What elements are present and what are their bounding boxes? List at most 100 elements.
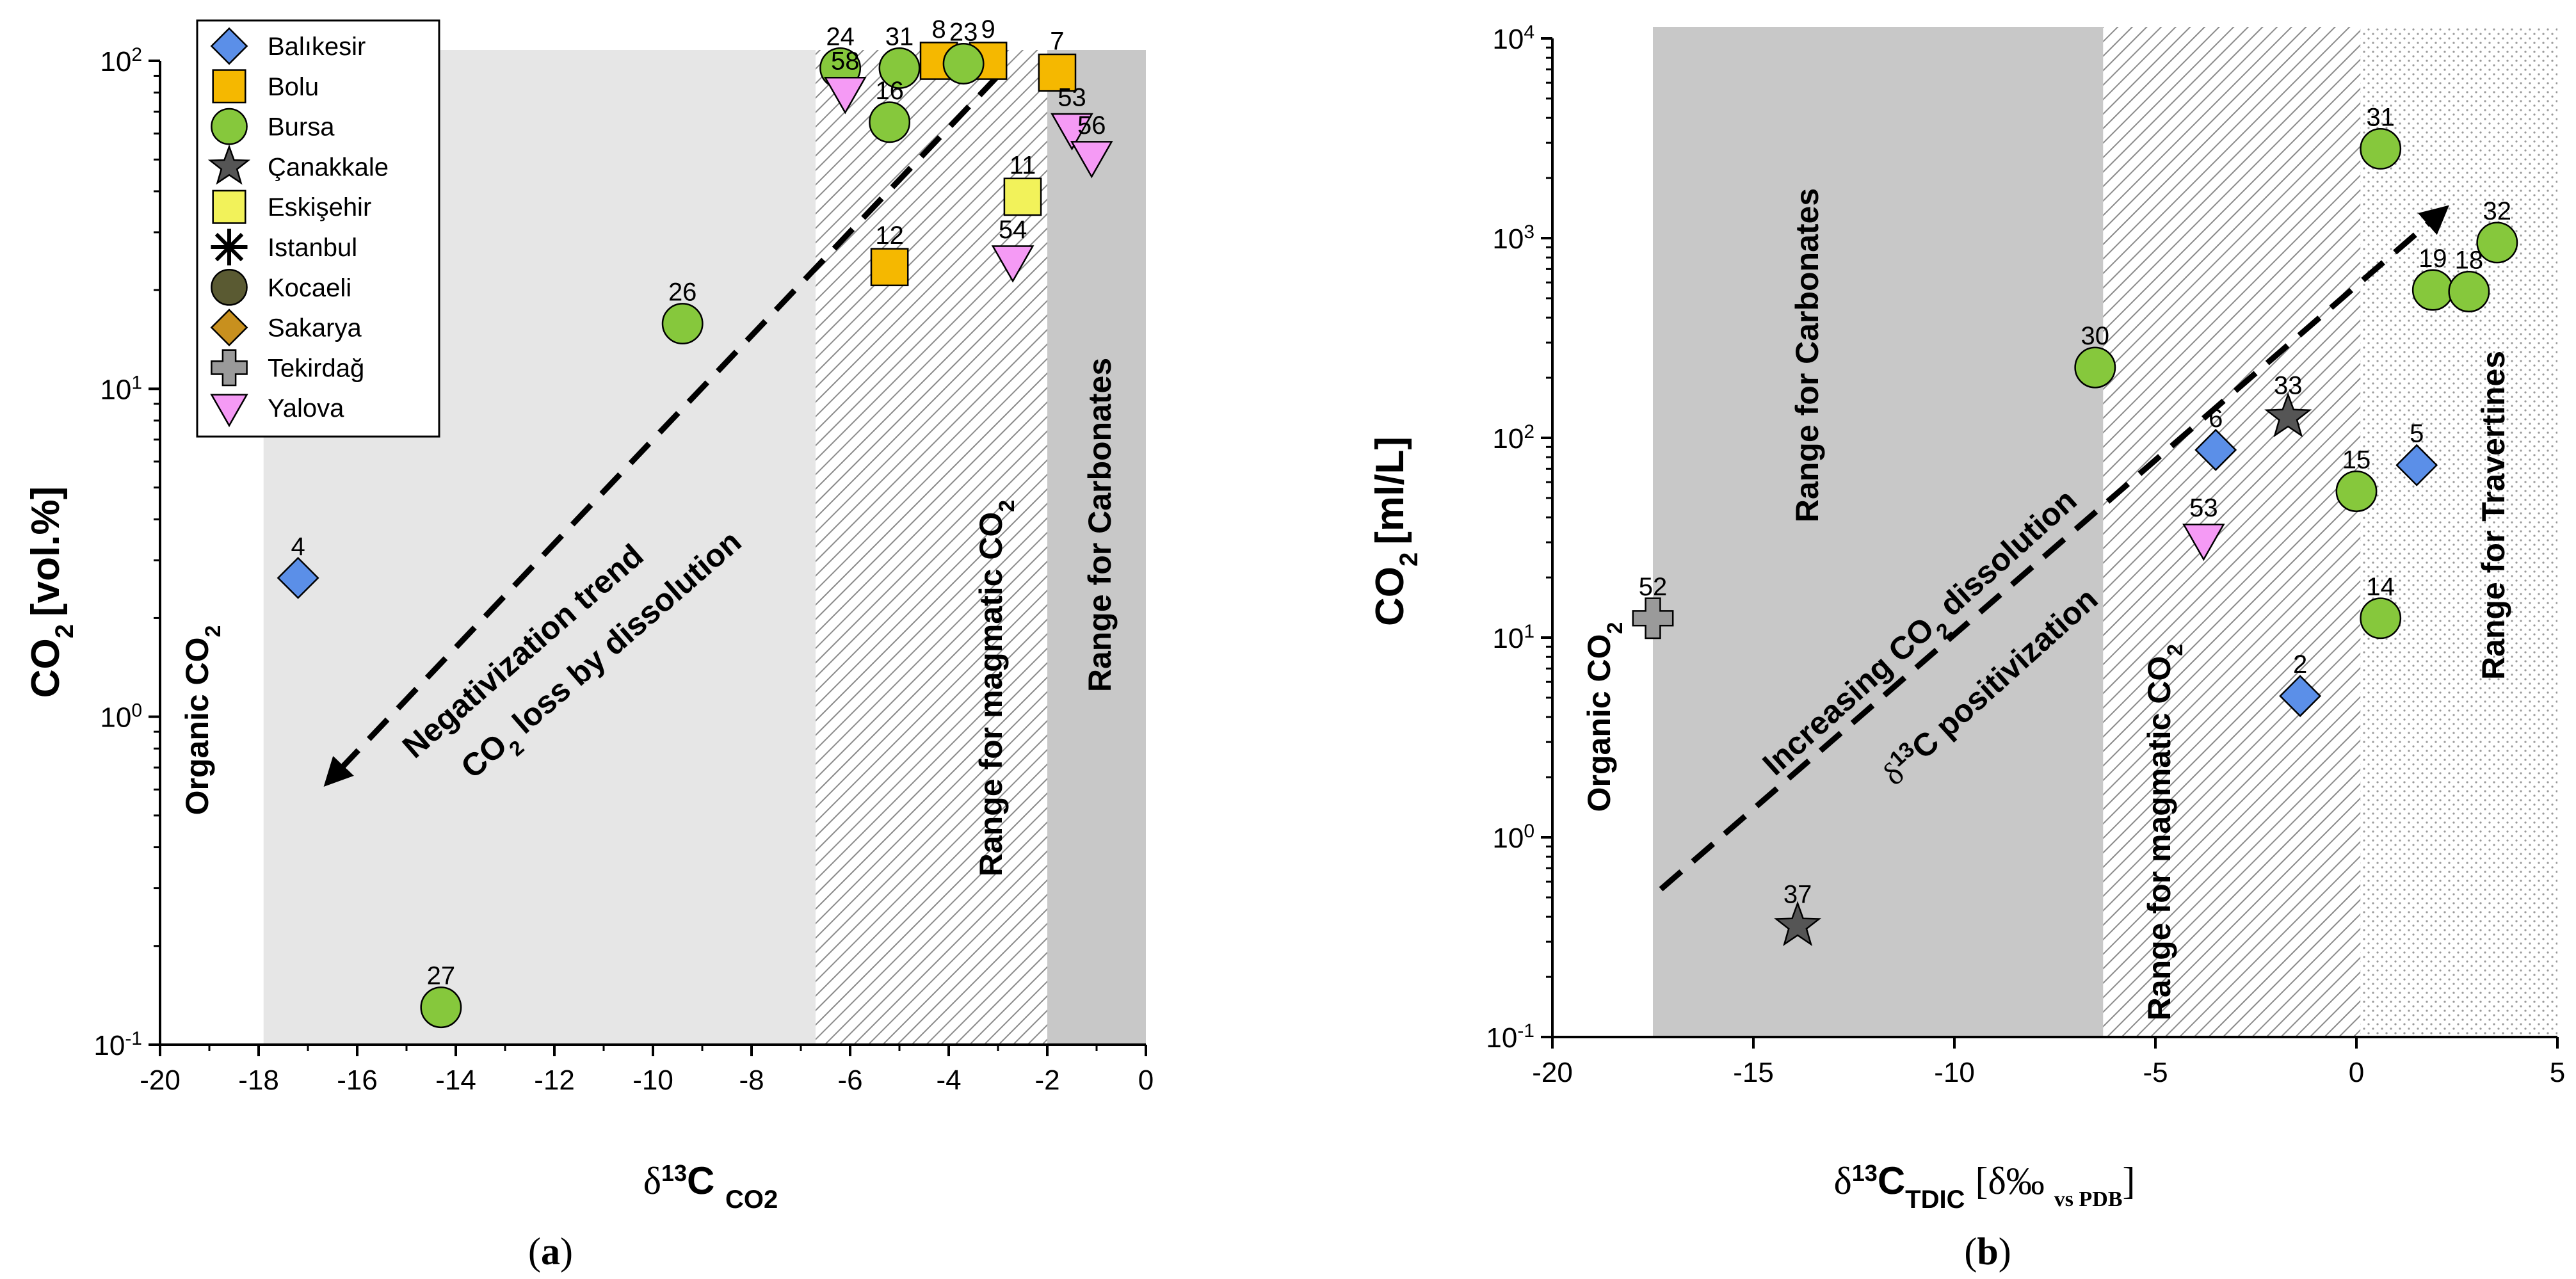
regions-b — [1552, 27, 2557, 1037]
region-3 — [2360, 27, 2557, 1037]
x-tick-label: 0 — [1138, 1065, 1154, 1096]
legend-label: Istanbul — [268, 234, 357, 262]
point-bursa-15 — [2335, 471, 2378, 512]
x-tick-label: -18 — [238, 1065, 279, 1096]
legend-label: Bursa — [268, 113, 335, 141]
y-axis-label-b: CO2[ml/L] — [1368, 437, 1423, 626]
point-label: 2 — [2293, 650, 2307, 679]
legend-marker-yalova — [210, 394, 248, 428]
legend-item-yalova: Yalova — [210, 394, 344, 428]
region-label-0: Organic CO2 — [1581, 622, 1627, 812]
point-yalova-53 — [2182, 524, 2225, 561]
point-label: 8 — [931, 15, 946, 44]
trend-b — [1659, 205, 2449, 892]
point-label: 9 — [981, 15, 995, 44]
point-label: 24 — [826, 22, 855, 51]
region-label-2: Range for Carbonates — [1082, 358, 1118, 692]
y-tick-label: 102 — [100, 44, 142, 78]
y-tick-label: 10-1 — [1486, 1020, 1534, 1054]
legend-marker-sakarya — [210, 309, 248, 346]
point-label: 19 — [2419, 245, 2447, 273]
x-tick-label: -2 — [1034, 1065, 1059, 1096]
trend-line — [323, 74, 1001, 787]
legend-label: Sakarya — [268, 314, 362, 342]
legend-item-eskisehir: Eskişehir — [212, 189, 371, 224]
point-label: 5 — [2410, 420, 2424, 448]
point-label: 12 — [875, 221, 904, 250]
point-bursa-18 — [2448, 271, 2490, 312]
legend-label: Bolu — [268, 73, 319, 101]
point-label: 32 — [2483, 197, 2512, 225]
legend-label: Balıkesir — [268, 33, 366, 61]
legend-marker-canakkale — [207, 144, 251, 185]
x-tick-label: -16 — [337, 1065, 378, 1096]
point-bursa-16 — [869, 101, 911, 143]
region-labels-a: Organic CO2 Range for magmatic CO2 Range f… — [179, 358, 1118, 876]
x-tick-label: -12 — [534, 1065, 575, 1096]
y-tick-label: 101 — [1492, 621, 1534, 655]
region-1 — [1653, 27, 2104, 1037]
x-tick-label: -10 — [632, 1065, 673, 1096]
y-tick-label: 10-1 — [93, 1028, 142, 1062]
legend-item-balikesir: Balıkesir — [210, 27, 366, 65]
point-bursa-23 — [942, 43, 985, 84]
x-tick-label: 5 — [2550, 1057, 2565, 1088]
point-label: 31 — [885, 22, 914, 51]
point-label: 53 — [2189, 494, 2218, 522]
y-tick-label: 103 — [1492, 221, 1534, 255]
point-bursa-14 — [2360, 597, 2402, 640]
region-2 — [2103, 27, 2361, 1037]
point-bursa-26 — [661, 303, 704, 345]
caption-a: (a) — [528, 1230, 573, 1273]
point-balikesir-4 — [277, 556, 319, 599]
point-bursa-31 — [878, 47, 921, 89]
region-label-1: Range for Carbonates — [1789, 188, 1825, 522]
point-canakkale-33 — [2264, 392, 2312, 438]
legend-marker-balikesir — [210, 27, 248, 65]
legend-marker-tekirdag — [211, 349, 248, 387]
legend-item-canakkale: Çanakkale — [207, 144, 389, 185]
x-tick-label: -20 — [140, 1065, 181, 1096]
region-label-3: Range for Travertines — [2475, 351, 2511, 680]
point-label: 52 — [1639, 573, 1668, 601]
point-label: 4 — [291, 533, 305, 561]
region-labels-b: Organic CO2 Range for Carbonates Range for… — [1581, 188, 2511, 1020]
point-tekirdag-52 — [1632, 597, 1674, 640]
point-label: 14 — [2366, 573, 2395, 601]
point-balikesir-2 — [2279, 675, 2322, 718]
point-balikesir-6 — [2194, 428, 2237, 471]
y-tick-label: 104 — [1492, 22, 1534, 56]
y-tick-label: 102 — [1492, 421, 1534, 455]
x-tick-label: -6 — [837, 1065, 862, 1096]
point-label: 56 — [1077, 111, 1106, 140]
point-label: 16 — [875, 77, 904, 105]
region-label-2: Range for magmatic CO2 — [2141, 644, 2187, 1020]
legend-item-tekirdag: Tekirdağ — [211, 349, 364, 387]
legend-marker-istanbul — [211, 229, 248, 266]
region-label-1: Range for magmatic CO2 — [973, 500, 1019, 876]
point-bursa-30 — [2074, 346, 2116, 389]
point-bursa-27 — [420, 986, 462, 1029]
x-tick-label: -8 — [739, 1065, 764, 1096]
x-tick-label: -10 — [1934, 1057, 1975, 1088]
point-label: 26 — [668, 278, 697, 307]
legend-item-bolu: Bolu — [212, 69, 319, 104]
point-label: 6 — [2209, 405, 2223, 433]
x-tick-label: -15 — [1733, 1057, 1774, 1088]
point-bursa-31 — [2360, 128, 2402, 170]
point-bolu-7 — [1038, 53, 1077, 92]
region-0 — [1552, 27, 1653, 1037]
point-label: 53 — [1058, 83, 1086, 111]
point-label: 33 — [2274, 372, 2303, 400]
point-bursa-32 — [2476, 221, 2518, 264]
point-bolu-12 — [870, 248, 909, 287]
point-label: 58 — [831, 47, 860, 76]
legend-label: Eskişehir — [268, 193, 371, 221]
trend-line — [1659, 205, 2449, 892]
